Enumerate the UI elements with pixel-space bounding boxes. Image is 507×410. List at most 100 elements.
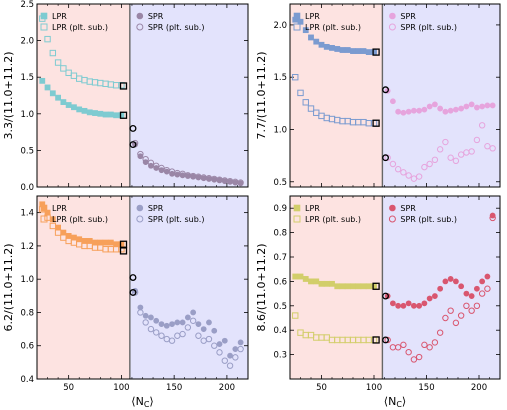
data-point — [184, 314, 191, 321]
data-point — [323, 43, 330, 50]
data-point — [237, 179, 244, 186]
data-point — [153, 317, 160, 324]
data-point — [415, 353, 423, 361]
data-point — [318, 41, 325, 48]
data-point — [415, 173, 423, 180]
data-point — [323, 280, 330, 287]
data-point — [389, 300, 396, 307]
data-point — [447, 154, 454, 161]
legend-marker — [136, 12, 144, 20]
legend-label: SPR (plt. sub.) — [148, 23, 205, 32]
panel-p2: 0.5 1.0 1.5 2.0 LPR LPR (plt. sub.) SPR SPR (pl… — [255, 3, 501, 188]
data-point — [365, 49, 372, 56]
data-point — [292, 312, 299, 319]
data-point — [334, 46, 341, 52]
data-point — [153, 162, 160, 169]
data-point — [371, 283, 377, 290]
highlight-point — [382, 292, 389, 300]
data-point — [421, 341, 428, 349]
legend-marker — [293, 23, 301, 31]
data-point — [49, 49, 57, 57]
data-point — [169, 321, 175, 327]
data-point — [350, 48, 356, 54]
data-point — [457, 312, 465, 319]
y-tick-label: 1.0 — [273, 125, 287, 135]
data-point — [463, 290, 470, 297]
legend-label: LPR (plt. sub.) — [305, 215, 361, 224]
legend-marker — [136, 23, 144, 31]
y-tick-label: 1.0 — [20, 110, 34, 120]
data-point — [426, 295, 433, 302]
data-point — [297, 89, 304, 97]
data-point — [313, 38, 320, 45]
data-point — [118, 246, 125, 253]
y-tick-label: 0.5 — [20, 146, 34, 156]
data-point — [484, 143, 491, 150]
legend-label: LPR (plt. sub.) — [305, 23, 361, 32]
highlight-point — [382, 86, 389, 94]
data-point — [142, 319, 149, 326]
data-point — [452, 278, 459, 285]
y-tick-label: 1.0 — [20, 275, 34, 285]
data-point — [484, 285, 491, 292]
data-point — [400, 341, 407, 349]
data-point — [142, 155, 149, 163]
data-point — [226, 362, 234, 369]
data-point — [211, 342, 218, 349]
highlight-point — [372, 336, 380, 344]
data-point — [410, 302, 417, 309]
data-point — [184, 324, 192, 331]
data-point — [479, 278, 486, 285]
x-tick-label: 150 — [166, 383, 182, 393]
data-point — [447, 307, 454, 314]
data-point — [211, 327, 218, 334]
data-point — [410, 356, 418, 363]
data-point — [473, 302, 481, 309]
data-point — [206, 319, 212, 326]
data-point — [205, 335, 213, 343]
data-point — [416, 107, 423, 114]
data-point — [360, 48, 367, 54]
lpr-region — [37, 196, 130, 379]
y-axis-label: 6.2/(11.0+11.2) — [2, 244, 15, 332]
y-axis-label: 7.7/(11.0+11.2) — [255, 52, 268, 140]
data-point — [54, 229, 62, 236]
data-point — [457, 151, 465, 158]
panel-p3: 50 100 150 200 0.4 0.6 0.8 1.0 1.2 1.4 LPR LPR (plt… — [2, 195, 249, 409]
highlight-point — [129, 124, 137, 132]
highlight-point — [372, 119, 380, 127]
data-point — [479, 103, 486, 110]
highlight-point — [119, 247, 128, 255]
x-tick-label: 50 — [316, 383, 327, 393]
data-point — [158, 164, 165, 172]
y-tick-label: 1.2 — [20, 242, 34, 252]
data-point — [179, 319, 186, 326]
y-tick-label: 1.5 — [20, 73, 34, 83]
data-point — [190, 309, 197, 316]
data-point — [468, 101, 475, 108]
legend-label: SPR — [400, 12, 416, 21]
highlight-point — [372, 48, 380, 56]
data-point — [163, 322, 170, 329]
series-spr — [384, 212, 496, 309]
spr-region — [129, 196, 248, 379]
y-tick-label: 0.7 — [273, 253, 287, 263]
data-point — [232, 346, 239, 352]
legend-top-right: SPR SPR (plt. sub.) — [136, 12, 205, 32]
data-point — [44, 214, 51, 221]
y-tick-label: 0.6 — [273, 277, 287, 287]
data-point — [54, 59, 62, 66]
data-point — [179, 330, 186, 338]
data-point — [147, 325, 155, 333]
data-point — [76, 106, 83, 113]
legend-marker — [136, 215, 144, 223]
data-point — [102, 111, 109, 118]
y-tick-label: 0.5 — [273, 302, 287, 312]
data-point — [221, 357, 228, 364]
data-point — [216, 349, 223, 356]
data-point — [292, 273, 299, 280]
legend-label: LPR (plt. sub.) — [52, 23, 108, 32]
data-point — [137, 153, 144, 160]
y-tick-label: 0.0 — [20, 183, 34, 193]
legend-marker — [293, 12, 301, 20]
